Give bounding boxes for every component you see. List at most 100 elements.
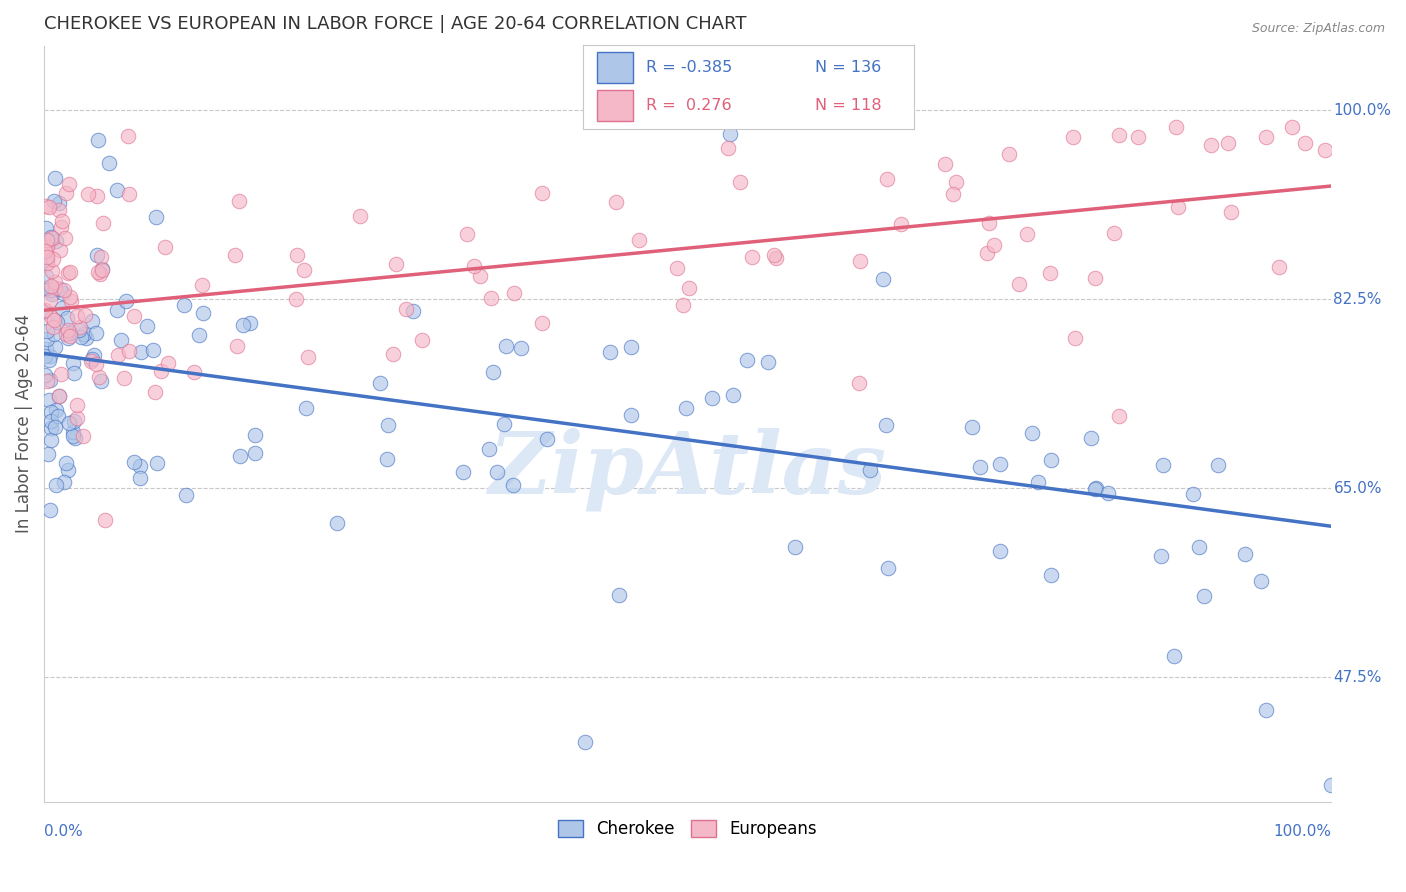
Point (349, 209, 371, 223)
Point (486, 465, 509, 479)
Point (135, 318, 157, 333)
Point (411, 334, 433, 348)
Point (34, 221, 56, 235)
Point (143, 384, 166, 399)
Text: 82.5%: 82.5% (1333, 292, 1382, 307)
Point (94, 513, 117, 527)
Point (44, 420, 66, 434)
Point (62, 429, 84, 443)
Point (75, 331, 97, 345)
Point (110, 333, 132, 347)
Point (848, 376, 870, 390)
Point (479, 291, 502, 305)
Point (368, 376, 391, 391)
Text: CHEROKEE VS EUROPEAN IN LABOR FORCE | AGE 20-64 CORRELATION CHART: CHEROKEE VS EUROPEAN IN LABOR FORCE | AG… (44, 15, 747, 33)
Point (531, 186, 554, 200)
Point (1250, 574, 1272, 588)
Point (59, 329, 82, 343)
Point (66, 398, 89, 412)
Point (37, 332, 59, 346)
Point (382, 347, 405, 361)
Text: N = 136: N = 136 (815, 60, 882, 75)
Point (1084, 270, 1107, 285)
Point (38, 349, 60, 363)
Point (243, 446, 266, 460)
Point (402, 304, 425, 318)
Point (82, 314, 104, 328)
Point (574, 735, 596, 749)
Text: 100.0%: 100.0% (1333, 103, 1392, 118)
Point (66, 410, 89, 425)
Point (87, 370, 110, 384)
Point (63, 414, 86, 428)
Point (49, 282, 72, 296)
Point (42, 313, 65, 327)
Point (62, 356, 84, 370)
Point (145, 211, 167, 225)
Point (89, 268, 111, 282)
Point (91, 263, 114, 277)
Point (1216, 136, 1239, 150)
Point (112, 371, 135, 385)
Point (87, 133, 110, 147)
Point (55, 326, 77, 341)
Point (224, 247, 246, 261)
Point (983, 238, 1005, 252)
Point (48, 389, 70, 403)
Point (962, 420, 984, 434)
Point (55, 456, 77, 470)
Point (675, 401, 697, 416)
Point (56, 331, 79, 345)
Point (1085, 481, 1108, 495)
Point (141, 343, 163, 357)
Point (66, 310, 89, 324)
Point (1108, 409, 1130, 424)
Point (48, 203, 70, 218)
Point (39, 293, 62, 308)
Point (1039, 266, 1062, 280)
Point (44, 281, 66, 295)
Point (107, 348, 129, 362)
Point (607, 588, 630, 602)
Point (226, 339, 249, 353)
Point (53, 230, 76, 244)
Point (90, 250, 112, 264)
Point (59, 290, 82, 304)
Point (34, 304, 56, 318)
Point (129, 345, 152, 359)
Point (945, 175, 967, 189)
Point (292, 263, 315, 277)
Point (890, 218, 912, 232)
Point (67, 323, 90, 337)
Point (718, 127, 741, 141)
Point (39, 434, 62, 448)
Point (599, 345, 621, 359)
Point (44, 170, 66, 185)
Point (34, 368, 56, 382)
Point (34, 268, 56, 283)
Point (41, 310, 63, 325)
Point (59, 265, 82, 279)
Point (988, 544, 1011, 558)
Point (284, 293, 307, 307)
Point (63, 431, 86, 445)
Point (191, 277, 214, 292)
Point (37, 256, 59, 270)
Point (41, 279, 63, 293)
Text: 65.0%: 65.0% (1333, 481, 1382, 496)
Point (105, 303, 128, 318)
Point (86, 248, 108, 262)
Point (502, 478, 524, 492)
Point (42, 320, 65, 334)
Point (150, 364, 173, 378)
Point (173, 298, 195, 312)
Point (1167, 200, 1189, 214)
Point (39, 373, 62, 387)
Point (86, 189, 108, 203)
Legend: Cherokee, Europeans: Cherokee, Europeans (550, 812, 825, 847)
Point (875, 417, 897, 432)
Point (1028, 475, 1050, 490)
Point (62, 425, 84, 439)
Point (232, 318, 254, 332)
Point (700, 391, 723, 405)
